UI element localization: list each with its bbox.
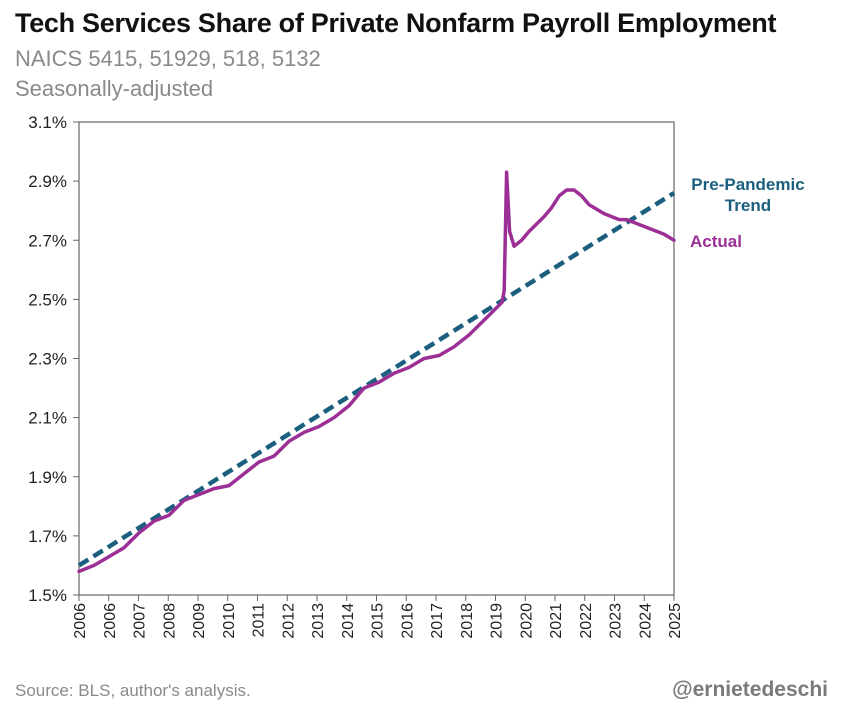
x-tick-label: 2008 [161,603,178,639]
x-tick-label: 2014 [340,603,357,639]
x-tick-label: 2006 [102,603,119,639]
y-tick-label: 2.5% [28,290,67,309]
x-tick-label: 2010 [221,603,238,639]
x-tick-label: 2019 [489,603,506,639]
y-tick-label: 2.7% [28,231,67,250]
plot-area-frame [78,121,675,596]
chart-subtitle-adjustment: Seasonally-adjusted [15,76,214,101]
x-tick-label: 2023 [608,603,625,639]
x-tick-label: 2009 [191,603,208,639]
x-tick-label: 2024 [637,603,654,639]
chart-subtitle-naics: NAICS 5415, 51929, 518, 5132 [15,46,321,71]
x-tick-label: 2011 [251,603,268,638]
x-tick-label: 2016 [399,603,416,639]
x-tick-label: 2021 [548,603,565,639]
x-tick-label: 2013 [310,603,327,639]
x-tick-label: 2018 [459,603,476,639]
chart-title: Tech Services Share of Private Nonfarm P… [15,8,777,38]
y-tick-label: 2.1% [28,409,67,428]
x-tick-label: 2022 [578,603,595,639]
y-tick-label: 1.9% [28,468,67,487]
x-tick-label: 2007 [132,603,149,639]
author-handle: @ernietedeschi [672,678,828,701]
y-tick-label: 1.7% [28,527,67,546]
y-tick-label: 3.1% [28,113,67,132]
x-tick-label: 2025 [667,603,684,639]
trend-series-line [77,191,676,568]
y-tick-label: 2.3% [28,350,67,369]
x-tick-label: 2006 [72,603,89,639]
y-tick-label: 2.9% [28,172,67,191]
x-tick-label: 2015 [370,603,387,639]
x-tick-label: 2020 [518,603,535,639]
x-tick-label: 2017 [429,603,446,639]
source-note: Source: BLS, author's analysis. [15,681,251,700]
actual-series-line [77,170,676,574]
trend-series-label: Pre-Pandemic Trend [691,175,804,215]
actual-series-label: Actual [690,232,742,251]
x-tick-label: 2012 [280,603,297,639]
y-tick-label: 1.5% [28,586,67,605]
